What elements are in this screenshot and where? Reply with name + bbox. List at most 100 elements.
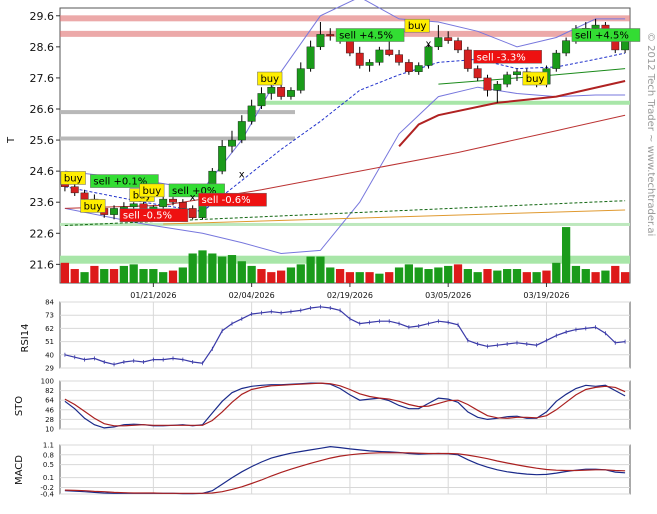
indicator-y-tick-label: 0.1 bbox=[43, 474, 54, 482]
candle-body bbox=[434, 37, 443, 48]
volume-bar bbox=[257, 269, 266, 283]
volume-bar bbox=[385, 272, 394, 283]
candle-body bbox=[257, 93, 266, 107]
indicator-line bbox=[64, 382, 626, 427]
rsi-panel-ylabel: RSI14 bbox=[20, 324, 31, 353]
volume-bar bbox=[591, 272, 600, 283]
signal-label-box bbox=[404, 18, 430, 33]
indicator-y-tick-label: -0.4 bbox=[40, 491, 54, 499]
indicator-y-tick-label: 10 bbox=[45, 426, 54, 434]
volume-bar bbox=[90, 265, 99, 283]
signal-label: buy bbox=[257, 71, 283, 86]
signal-label-box bbox=[139, 183, 165, 198]
indicator-y-tick-label: 51 bbox=[45, 338, 54, 346]
volume-bar bbox=[552, 262, 561, 283]
trend-orange-line bbox=[163, 209, 626, 225]
candle-body bbox=[169, 198, 177, 203]
candle-body bbox=[267, 87, 276, 94]
candle-body bbox=[414, 65, 423, 72]
signal-label-text: buy bbox=[260, 74, 279, 85]
indicator-line bbox=[64, 306, 626, 366]
indicator-y-tick-label: 62 bbox=[45, 325, 54, 333]
signal-label-text: buy bbox=[143, 186, 162, 197]
volume-bar bbox=[394, 267, 404, 283]
signal-label: buy bbox=[60, 171, 86, 185]
date-tick-label: 02/04/2026 bbox=[229, 291, 275, 300]
price-plot-area bbox=[59, 7, 631, 284]
volume-bar bbox=[139, 269, 148, 283]
volume-bar bbox=[434, 267, 443, 283]
volume-bar bbox=[70, 269, 79, 283]
candle-body bbox=[178, 202, 187, 209]
volume-bar bbox=[512, 269, 522, 283]
volume-bar bbox=[286, 267, 296, 283]
candle-body bbox=[355, 52, 364, 66]
signal-label-text: buy bbox=[84, 201, 103, 212]
signal-label-text: sell +0% bbox=[172, 186, 216, 197]
candle-body bbox=[424, 46, 433, 66]
candle-body bbox=[385, 49, 394, 55]
candle-body bbox=[473, 68, 482, 79]
candle-body bbox=[326, 34, 335, 37]
support-green-level bbox=[60, 222, 630, 226]
volume-bar bbox=[316, 256, 325, 283]
price-y-tick-label: 27.6 bbox=[30, 72, 55, 85]
candle-body bbox=[316, 34, 325, 48]
price-y-tick-label: 24.6 bbox=[30, 165, 55, 178]
signal-label-text: sell +4.5% bbox=[575, 31, 629, 42]
bollinger-lower-line bbox=[64, 86, 626, 255]
volume-bar bbox=[444, 265, 453, 283]
volume-bar bbox=[542, 270, 551, 283]
volume-bar bbox=[247, 265, 256, 283]
volume-bar bbox=[375, 273, 384, 283]
candle-body bbox=[365, 62, 374, 66]
signal-label-box bbox=[119, 208, 189, 222]
signal-label-text: sell +0.1% bbox=[93, 177, 147, 188]
sto-panel-ylabel: STO bbox=[14, 396, 25, 416]
candle-body bbox=[552, 52, 561, 69]
candle-body bbox=[287, 90, 295, 97]
volume-bar bbox=[424, 269, 433, 283]
macd-panel-ylabel: MACD bbox=[14, 455, 25, 485]
signal-label: sell -0.5% bbox=[119, 208, 189, 222]
price-y-tick-label: 25.6 bbox=[30, 134, 55, 147]
candle-body bbox=[591, 24, 600, 29]
volume-bar bbox=[178, 267, 187, 283]
price-y-tick-label: 22.6 bbox=[30, 227, 55, 240]
signal-label-text: buy bbox=[408, 21, 427, 32]
volume-bar bbox=[355, 272, 364, 283]
volume-bar bbox=[493, 270, 502, 283]
volume-bar bbox=[80, 272, 89, 283]
support-green-level bbox=[60, 255, 630, 264]
candle-body bbox=[454, 40, 462, 51]
rsi-panel: 84 73 62 51 40 29 bbox=[45, 299, 631, 373]
volume-bar bbox=[129, 264, 138, 283]
indicator-y-tick-label: 28 bbox=[45, 416, 54, 424]
indicator-y-tick-label: 100 bbox=[41, 378, 54, 386]
date-tick-label: 03/05/2026 bbox=[425, 291, 471, 300]
indicator-y-tick-label: 82 bbox=[45, 387, 54, 395]
signal-label-box bbox=[335, 28, 405, 42]
support-gray-level bbox=[60, 136, 295, 141]
volume-bar bbox=[571, 265, 581, 283]
date-tick-label: 02/19/2026 bbox=[327, 291, 373, 300]
volume-bar bbox=[60, 262, 70, 283]
candle-body bbox=[80, 192, 89, 200]
candle-body bbox=[110, 208, 118, 215]
volume-bar bbox=[276, 270, 286, 283]
price-y-tick-label: 28.6 bbox=[30, 41, 55, 54]
signal-label-box bbox=[257, 71, 283, 86]
trend-red-line bbox=[398, 80, 626, 147]
candle-body bbox=[228, 139, 236, 147]
volume-bar bbox=[404, 264, 414, 283]
signal-label-text: sell +4.5% bbox=[339, 31, 393, 42]
candle-body bbox=[621, 40, 630, 51]
candle-body bbox=[493, 83, 502, 91]
volume-bar bbox=[581, 269, 590, 283]
signal-label: sell -3.3% bbox=[473, 50, 542, 64]
indicator-y-tick-label: 0.8 bbox=[43, 451, 54, 459]
candle-body bbox=[513, 71, 521, 76]
volume-bar bbox=[473, 272, 482, 283]
volume-bar bbox=[326, 267, 335, 283]
